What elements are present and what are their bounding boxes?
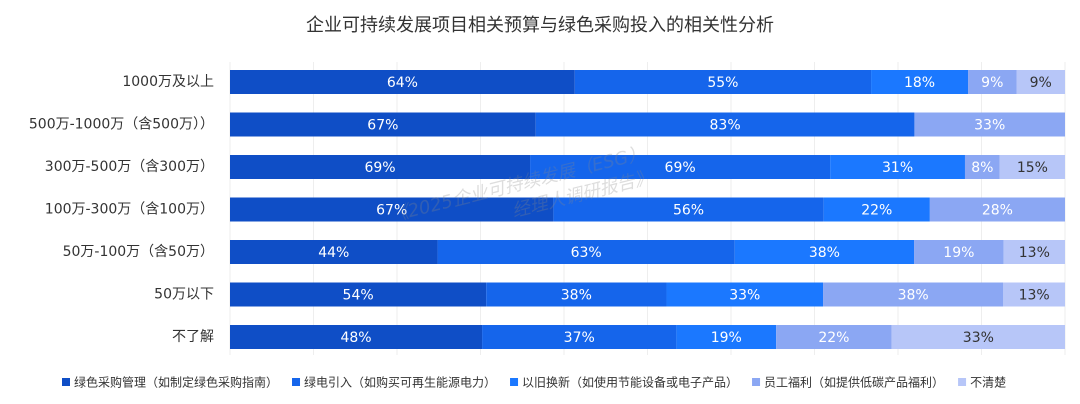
legend-swatch [292, 378, 301, 386]
data-label: 9% [981, 75, 1003, 91]
data-label: 19% [943, 245, 974, 261]
bars: 1000万及以上 64% 55% 18% 9% 9% 500万-1000万（含500万）） 6… [29, 70, 1065, 349]
legend-swatch [62, 378, 70, 386]
y-tick-label: 300万-500万（含300万） [45, 159, 214, 175]
legend-label: 以旧换新（如使用节能设备或电子产品） [522, 375, 738, 390]
data-label: 83% [710, 118, 741, 134]
bar-segment [676, 325, 777, 349]
data-label: 38% [561, 288, 592, 304]
data-label: 28% [982, 203, 1013, 219]
data-label: 48% [340, 330, 371, 346]
data-label: 38% [898, 288, 929, 304]
data-label: 22% [818, 330, 849, 346]
data-label: 69% [665, 160, 696, 176]
data-label: 64% [387, 75, 418, 91]
data-label: 31% [882, 160, 913, 176]
data-label: 44% [318, 245, 349, 261]
data-label: 56% [673, 203, 704, 219]
chart-title: 企业可持续发展项目相关预算与绿色采购投入的相关性分析 [306, 15, 774, 36]
bar-segment [230, 325, 483, 349]
data-label: 67% [376, 203, 407, 219]
bar-segment [891, 325, 1065, 349]
bar-segment [574, 70, 872, 94]
data-label: 9% [1030, 75, 1052, 91]
data-label: 55% [707, 75, 738, 91]
bar-segment [230, 282, 487, 307]
legend: 绿色采购管理（如制定绿色采购指南） 绿电引入（如购买可再生能源电力） 以旧换新（如使… [62, 375, 1006, 390]
y-tick-label: 50万以下 [154, 287, 214, 303]
bar-segment [230, 155, 531, 179]
y-tick-label: 500万-1000万（含500万）） [29, 117, 214, 133]
legend-label: 绿色采购管理（如制定绿色采购指南） [74, 375, 278, 390]
bar-segment [830, 155, 965, 179]
legend-swatch [958, 378, 967, 386]
bar-segment [914, 240, 1004, 264]
legend-label: 绿电引入（如购买可再生能源电力） [304, 375, 496, 390]
bar-segment [530, 155, 831, 179]
bar-segment [999, 155, 1065, 179]
bar-segment [776, 325, 892, 349]
legend-swatch [752, 378, 761, 386]
bar-segment [871, 70, 969, 94]
bar-segment [1003, 282, 1065, 307]
bar-segment [437, 240, 735, 264]
bar-segment [823, 197, 930, 222]
data-label: 67% [367, 118, 398, 134]
bar-segment [823, 282, 1004, 307]
data-label: 38% [809, 245, 840, 261]
bar-segment [230, 112, 536, 137]
data-label: 13% [1019, 245, 1050, 261]
data-label: 15% [1017, 160, 1048, 176]
bar-segment [964, 155, 1000, 179]
y-tick-label: 100万-300万（含100万） [45, 202, 214, 218]
bar-segment [666, 282, 824, 307]
bar-segment [914, 112, 1065, 137]
y-tick-label: 1000万及以上 [122, 74, 214, 90]
legend-label: 不清楚 [970, 376, 1006, 390]
bar-segment [1016, 70, 1065, 94]
data-label: 19% [711, 330, 742, 346]
bar-segment [230, 70, 575, 94]
bar-segment [230, 197, 554, 222]
data-label: 33% [729, 288, 760, 304]
data-label: 69% [364, 160, 395, 176]
legend-label: 员工福利（如提供低碳产品福利） [764, 375, 944, 390]
data-label: 33% [974, 118, 1005, 134]
data-label: 13% [1019, 288, 1050, 304]
y-tick-label: 50万-100万（含50万） [63, 244, 214, 260]
bar-segment [230, 240, 438, 264]
data-label: 33% [963, 330, 994, 346]
bar-segment [1003, 240, 1065, 264]
bar-segment [968, 70, 1017, 94]
data-label: 22% [861, 203, 892, 219]
data-label: 63% [571, 245, 602, 261]
data-label: 37% [564, 330, 595, 346]
data-label: 54% [343, 288, 374, 304]
data-label: 18% [904, 75, 935, 91]
bar-segment [929, 197, 1065, 222]
bar-segment [535, 112, 915, 137]
data-label: 8% [971, 160, 993, 176]
bar-segment [734, 240, 915, 264]
bar-segment [486, 282, 667, 307]
legend-swatch [510, 378, 519, 386]
bar-segment [553, 197, 824, 222]
bar-segment [482, 325, 677, 349]
y-tick-label: 不了解 [172, 329, 214, 345]
